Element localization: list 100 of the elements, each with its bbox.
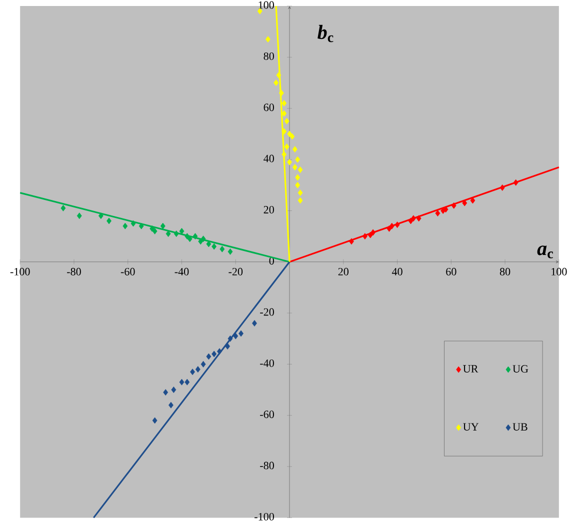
y-tick-label: -80 bbox=[260, 462, 274, 470]
point bbox=[160, 222, 166, 230]
point bbox=[138, 222, 144, 230]
point bbox=[228, 336, 233, 342]
point bbox=[184, 379, 190, 386]
point bbox=[212, 243, 217, 250]
x-tick-label: 60 bbox=[446, 268, 456, 276]
point bbox=[60, 205, 66, 212]
point bbox=[168, 402, 174, 408]
point bbox=[179, 379, 184, 386]
point bbox=[389, 222, 394, 230]
point bbox=[410, 215, 416, 222]
point bbox=[233, 332, 238, 340]
point bbox=[171, 386, 176, 394]
y-tick-label: 60 bbox=[264, 104, 274, 112]
point bbox=[298, 197, 303, 204]
point bbox=[282, 151, 287, 158]
point bbox=[76, 212, 82, 220]
point bbox=[195, 366, 200, 373]
point bbox=[152, 417, 158, 424]
point bbox=[276, 72, 282, 78]
point bbox=[228, 248, 233, 255]
y-tick-label: 100 bbox=[258, 1, 274, 9]
point bbox=[200, 236, 206, 242]
point bbox=[252, 320, 257, 327]
point bbox=[416, 215, 422, 222]
point bbox=[368, 232, 373, 238]
point bbox=[174, 230, 179, 238]
point bbox=[152, 228, 158, 234]
point bbox=[435, 210, 440, 217]
point bbox=[462, 200, 468, 206]
point bbox=[470, 197, 476, 204]
point bbox=[282, 128, 287, 135]
point bbox=[287, 130, 292, 138]
x-tick-label: 20 bbox=[338, 268, 349, 276]
point bbox=[290, 133, 295, 140]
point bbox=[295, 174, 300, 181]
point bbox=[122, 222, 128, 230]
point bbox=[198, 238, 204, 245]
point bbox=[349, 238, 354, 245]
point bbox=[200, 361, 206, 368]
point bbox=[150, 225, 155, 232]
point bbox=[298, 166, 303, 174]
point bbox=[192, 233, 198, 240]
point bbox=[284, 144, 290, 150]
point bbox=[443, 206, 448, 213]
point bbox=[292, 146, 298, 153]
x-tick-label: -100 bbox=[10, 268, 30, 276]
y-tick-label: 20 bbox=[264, 206, 274, 214]
point bbox=[408, 218, 414, 224]
point bbox=[274, 80, 279, 86]
x-axis-title: a$_{c}$ bbox=[537, 246, 553, 258]
point bbox=[206, 240, 212, 248]
point bbox=[190, 368, 195, 376]
legend-label: UR bbox=[463, 365, 478, 373]
point bbox=[394, 222, 400, 228]
legend-label: UG bbox=[512, 365, 528, 373]
point bbox=[266, 36, 270, 43]
point bbox=[370, 229, 376, 236]
y-tick-label: -60 bbox=[260, 410, 274, 418]
point bbox=[217, 348, 222, 355]
point bbox=[513, 179, 518, 186]
x-tick-label: 40 bbox=[392, 268, 402, 276]
x-tick-label: 80 bbox=[500, 268, 510, 276]
point bbox=[298, 190, 303, 196]
point bbox=[206, 353, 212, 360]
point bbox=[130, 220, 136, 227]
point bbox=[166, 230, 171, 238]
point bbox=[292, 164, 298, 171]
y-tick-label: 40 bbox=[264, 154, 274, 162]
y-tick-label: -100 bbox=[254, 513, 274, 521]
legend-label: UY bbox=[463, 423, 479, 431]
x-tick-label: -80 bbox=[67, 268, 81, 276]
point bbox=[212, 350, 217, 358]
point bbox=[184, 233, 190, 240]
point bbox=[295, 182, 300, 188]
point bbox=[451, 202, 456, 209]
point bbox=[282, 110, 287, 117]
x-tick-label: -60 bbox=[120, 268, 135, 276]
x-tick-label: -40 bbox=[174, 268, 189, 276]
point bbox=[282, 100, 287, 107]
point bbox=[362, 233, 368, 240]
point bbox=[278, 90, 284, 96]
legend-label: UB bbox=[512, 423, 528, 431]
point bbox=[287, 158, 292, 166]
point bbox=[225, 343, 230, 350]
y-tick-label: -40 bbox=[260, 360, 274, 368]
point bbox=[295, 156, 300, 163]
point bbox=[163, 389, 168, 396]
point bbox=[386, 225, 392, 232]
point bbox=[98, 212, 104, 220]
x-tick-label: 100 bbox=[552, 268, 567, 276]
x-tick-label: -20 bbox=[228, 268, 243, 276]
point bbox=[220, 246, 225, 252]
y-tick-label: -20 bbox=[260, 308, 274, 316]
point bbox=[238, 330, 244, 337]
y-tick-label: 80 bbox=[264, 52, 274, 60]
y-axis-title: b$_{c}$ bbox=[318, 25, 334, 42]
point bbox=[106, 218, 112, 224]
point bbox=[284, 118, 290, 124]
